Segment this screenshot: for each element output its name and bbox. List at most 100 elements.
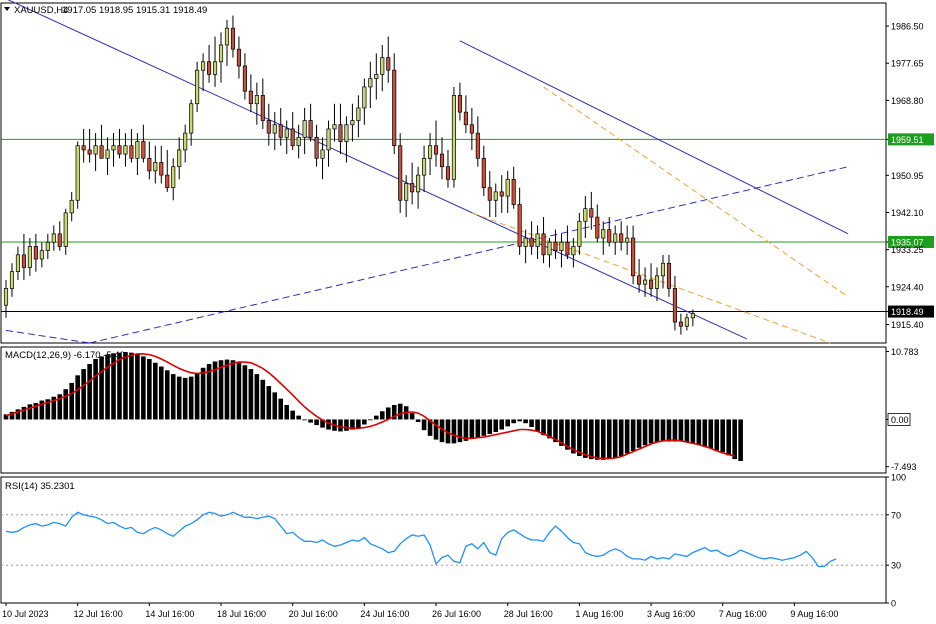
macd-bar-12 <box>75 375 80 420</box>
macd-bar-93 <box>559 419 564 446</box>
candle-body <box>177 149 182 168</box>
macd-bar-72 <box>433 419 439 440</box>
candle-101 <box>607 217 612 247</box>
candle-body <box>529 237 534 247</box>
price-tick-label-5: 1942.10 <box>891 208 924 218</box>
candle-24 <box>147 141 152 180</box>
candle-1 <box>9 263 15 297</box>
macd-bar-42 <box>254 374 260 420</box>
candle-body <box>595 216 600 239</box>
candle-23 <box>141 124 146 163</box>
macd-bar-56 <box>338 419 343 432</box>
candle-25 <box>153 145 158 184</box>
candle-body <box>344 124 349 142</box>
macd-bar-35 <box>212 361 218 420</box>
candle-89 <box>535 225 540 260</box>
macd-bar-85 <box>511 419 516 424</box>
macd-bar-122 <box>732 419 737 460</box>
candle-body <box>523 237 528 247</box>
macd-bar-16 <box>99 356 104 420</box>
candle-body <box>505 178 510 197</box>
candle-body <box>117 145 122 155</box>
macd-zero-tag <box>887 413 911 426</box>
macd-bar-120 <box>720 419 726 453</box>
macd-bar-73 <box>439 419 445 443</box>
macd-bar-49 <box>296 415 301 420</box>
candle-body <box>254 94 259 105</box>
candle-40 <box>242 53 247 100</box>
candle-body <box>320 149 325 159</box>
candle-body <box>195 69 200 105</box>
pane-frame-2 <box>0 476 887 604</box>
macd-bar-112 <box>672 419 678 442</box>
rsi-line <box>5 511 837 568</box>
candle-body <box>487 187 492 201</box>
candle-body <box>416 174 421 193</box>
pane-frame-0 <box>0 2 887 344</box>
macd-bar-30 <box>182 377 188 420</box>
candle-41 <box>248 74 253 113</box>
candle-18 <box>111 133 116 167</box>
trend-line-5 <box>543 86 849 298</box>
price-tick-label-4: 1950.95 <box>891 171 924 181</box>
candle-body <box>165 174 170 189</box>
candle-103 <box>619 221 624 251</box>
macd-bar-6 <box>39 400 45 420</box>
candle-body <box>183 132 188 151</box>
candle-body <box>457 94 462 113</box>
candle-body <box>111 145 116 151</box>
candle-83 <box>499 175 504 213</box>
candle-body <box>392 69 397 147</box>
macd-signal-line <box>5 353 735 460</box>
candle-55 <box>332 103 337 142</box>
candle-body <box>69 199 74 214</box>
candle-body <box>135 141 140 159</box>
candle-3 <box>21 233 26 281</box>
candle-53 <box>320 137 325 180</box>
time-tick-label-2: 14 Jul 16:00 <box>145 609 194 619</box>
macd-bar-115 <box>690 419 696 444</box>
macd-bar-50 <box>302 419 307 421</box>
candle-body <box>147 157 152 172</box>
candle-72 <box>433 120 439 167</box>
candle-113 <box>678 313 683 335</box>
candle-body <box>541 233 546 256</box>
candle-body <box>637 275 642 285</box>
candle-4 <box>27 238 32 276</box>
macd-bar-8 <box>51 396 57 420</box>
candle-body <box>481 157 486 189</box>
rsi-tick-label-0: 100 <box>891 473 906 483</box>
macd-bar-116 <box>696 419 702 445</box>
candle-58 <box>350 103 355 142</box>
candle-10 <box>63 208 68 255</box>
candle-body <box>314 136 319 159</box>
candle-body <box>93 145 98 155</box>
price-level-tag-6 <box>888 235 934 248</box>
candle-37 <box>224 19 230 66</box>
candle-12 <box>75 141 80 209</box>
macd-bar-104 <box>624 419 630 454</box>
time-axis: 10 Jul 2023 12 Jul 16:00 14 Jul 16:00 18 Ju… <box>2 603 838 619</box>
candle-body <box>660 262 666 277</box>
macd-bar-111 <box>666 419 672 442</box>
macd-bar-75 <box>451 419 457 444</box>
candle-body <box>469 124 474 134</box>
macd-bar-99 <box>594 419 600 460</box>
candle-body <box>99 145 104 159</box>
candle-body <box>517 204 522 247</box>
price-level-tag-3 <box>888 133 934 146</box>
candle-body <box>607 229 612 243</box>
candlestick-series <box>3 15 695 335</box>
macd-bar-84 <box>505 419 510 427</box>
candle-body <box>75 145 80 201</box>
macd-bar-101 <box>606 419 612 460</box>
macd-bar-61 <box>368 419 373 421</box>
candle-92 <box>553 229 558 260</box>
candle-97 <box>583 196 588 239</box>
chevron-down-icon[interactable] <box>4 7 10 11</box>
macd-bar-87 <box>523 419 528 424</box>
candle-body <box>260 94 265 121</box>
candle-body <box>428 145 433 159</box>
price-tick-label-2: 1968.80 <box>891 96 924 106</box>
